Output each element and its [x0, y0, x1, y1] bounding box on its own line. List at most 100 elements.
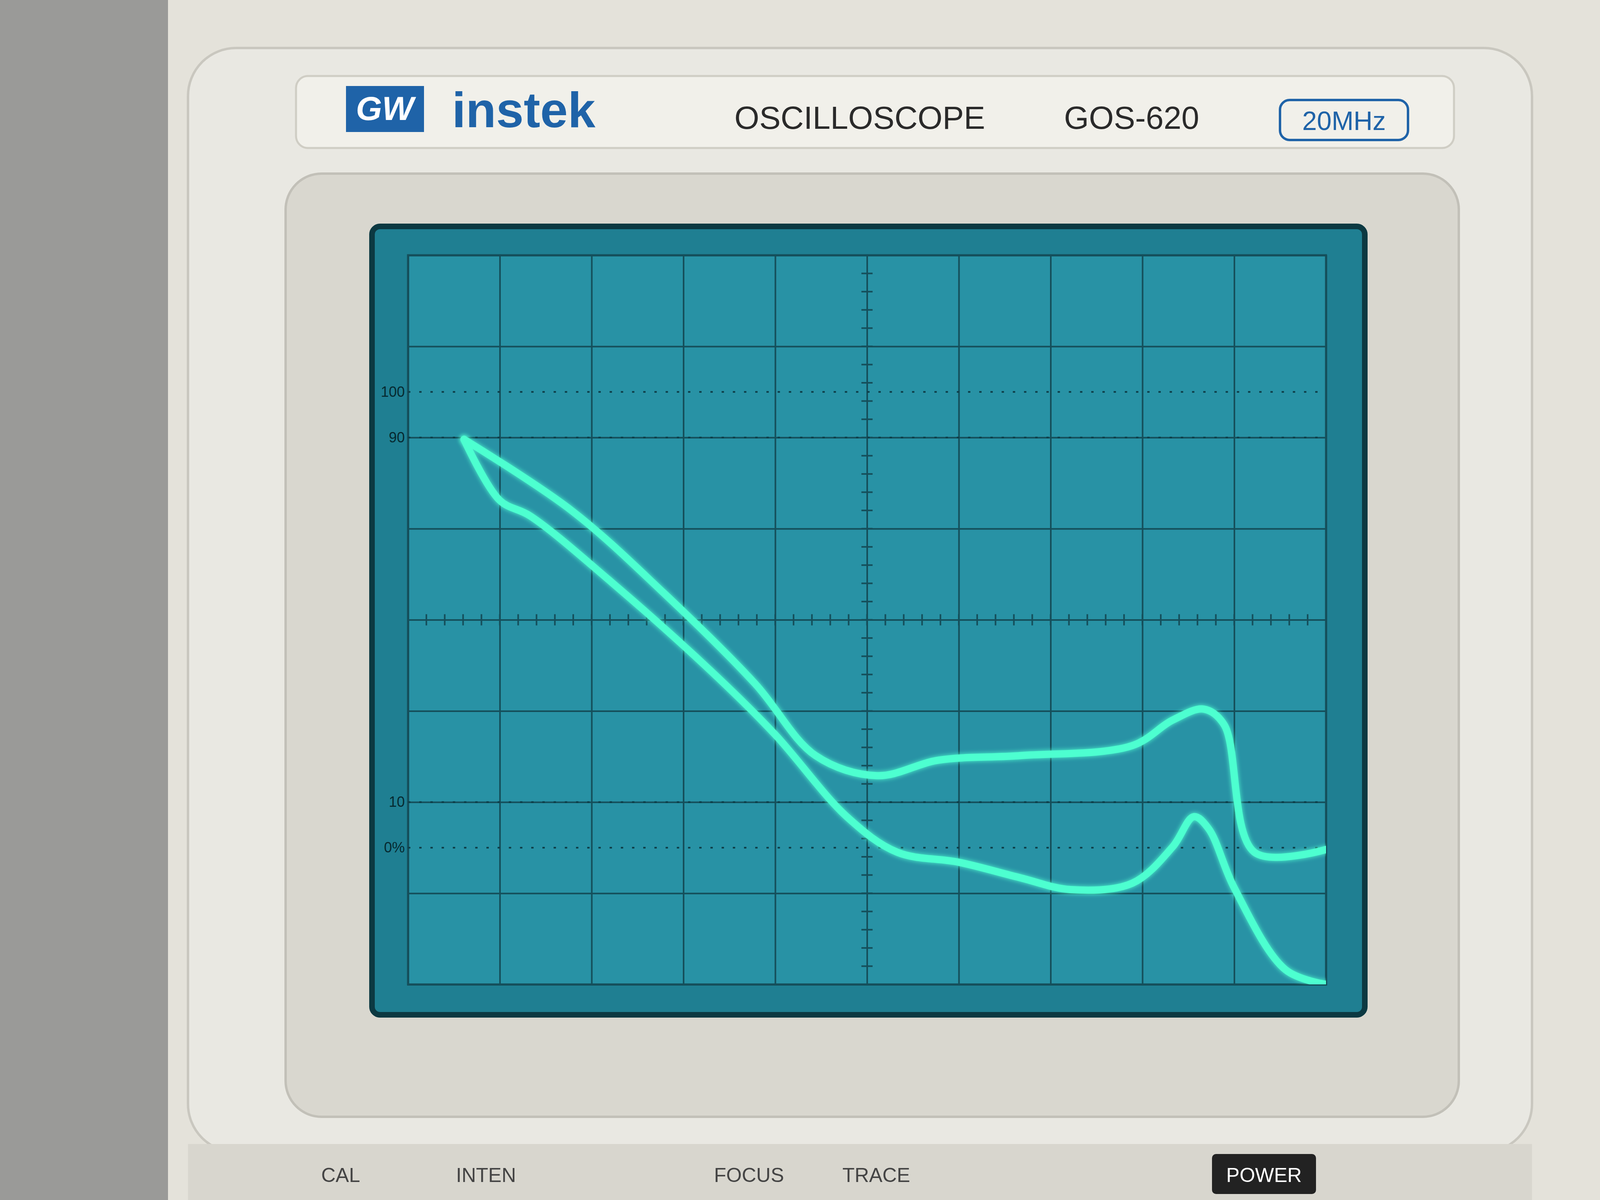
annotation-line — [408, 391, 1326, 393]
minor-mark — [861, 473, 873, 475]
screen-bezel — [285, 173, 1459, 1117]
minor-mark — [1233, 614, 1236, 626]
minor-mark — [861, 928, 873, 931]
annotation-line — [408, 846, 1326, 849]
minor-mark — [861, 491, 873, 493]
minor-mark — [480, 614, 483, 626]
minor-mark — [861, 272, 873, 275]
minor-mark — [861, 582, 873, 584]
minor-mark — [499, 614, 501, 626]
minor-mark — [609, 614, 611, 626]
minor-mark — [700, 614, 703, 626]
y-grid — [408, 255, 1326, 985]
y-grid-line — [408, 345, 1326, 348]
minor-mark — [861, 382, 873, 384]
minor-mark — [444, 614, 446, 626]
minor-mark — [1031, 614, 1034, 626]
minor-mark — [861, 874, 873, 876]
annotation-label: 0% — [384, 839, 405, 856]
minor-mark — [1288, 614, 1290, 626]
minor-mark — [861, 728, 873, 730]
x-axis-line — [408, 255, 1327, 985]
minor-mark — [861, 619, 873, 621]
minor-mark — [1104, 614, 1107, 626]
minor-mark — [425, 614, 428, 626]
annotation-line — [408, 801, 1326, 803]
annotation-label: 100 — [380, 383, 405, 400]
minor-mark — [939, 614, 942, 626]
minor-mark — [829, 614, 832, 626]
control-label: TRACE — [842, 1164, 910, 1187]
power-box — [1212, 1154, 1316, 1194]
screen — [372, 226, 1365, 1015]
y-tick — [408, 437, 1326, 438]
minor-mark — [737, 614, 740, 626]
minor-mark — [861, 436, 873, 439]
side-device — [0, 0, 168, 1200]
minor-mark — [1160, 614, 1162, 626]
minor-mark — [861, 673, 873, 676]
plot-area — [408, 255, 1326, 985]
minor-mark — [994, 614, 997, 626]
control-label: POWER — [1226, 1164, 1302, 1187]
x-grid-line — [499, 255, 501, 985]
minor-mark — [1306, 614, 1309, 626]
control-label: INTEN — [456, 1164, 516, 1187]
minor-mark — [1050, 614, 1052, 626]
header-strip — [296, 76, 1454, 148]
annotation-line — [408, 436, 1326, 439]
minor-mark — [861, 692, 873, 694]
control-label: CAL — [321, 1164, 360, 1187]
front-panel — [188, 48, 1532, 1152]
x-tick — [683, 255, 684, 985]
y-axis-line — [408, 255, 1327, 985]
minor-mark — [590, 614, 593, 626]
minor-mark — [861, 637, 873, 639]
minor-mark — [1215, 614, 1217, 626]
minor-mark — [861, 454, 873, 457]
minor-mark — [861, 856, 873, 858]
y-tick — [408, 893, 1326, 894]
model-type: OSCILLOSCOPE — [734, 100, 986, 136]
minor-mark — [861, 290, 873, 293]
control-label: FOCUS — [714, 1164, 784, 1187]
y-grid-line — [408, 892, 1326, 895]
minor-mark — [861, 965, 873, 967]
plot-frame — [408, 255, 1326, 985]
minor-mark — [861, 710, 873, 712]
minor-mark — [861, 345, 873, 348]
x-grid — [408, 255, 1327, 985]
minor-mark — [1013, 614, 1015, 626]
minor-mark — [572, 614, 574, 626]
x-grid-line — [591, 255, 593, 985]
minor-mark — [861, 309, 873, 311]
y-tick — [408, 802, 1326, 803]
minor-mark — [861, 564, 873, 566]
minor-mark — [535, 614, 538, 626]
minor-mark — [1196, 614, 1199, 626]
minor-mark — [792, 614, 795, 626]
minor-mark — [861, 400, 873, 402]
annotations: 10090100% — [380, 383, 1326, 856]
x-tick — [500, 255, 501, 985]
minor-mark — [1270, 614, 1272, 626]
minor-mark — [627, 614, 630, 626]
minor-mark — [1251, 614, 1254, 626]
minor-mark — [848, 614, 850, 626]
minor-mark — [861, 363, 873, 366]
minor-mark — [976, 614, 978, 626]
minor-mark — [861, 910, 873, 913]
bandwidth: 20MHz — [1302, 106, 1386, 136]
minor-mark — [517, 614, 519, 626]
traces — [464, 439, 1326, 985]
minor-mark — [462, 614, 464, 626]
x-tick — [775, 255, 776, 985]
bandwidth-box — [1280, 100, 1408, 140]
minor-mark — [861, 546, 873, 548]
logo-box — [346, 86, 424, 132]
brand-logo: GW — [356, 89, 417, 128]
trace — [464, 439, 1326, 858]
minor-mark — [861, 892, 873, 894]
minor-mark — [1141, 614, 1144, 626]
scope-canvas: GWinstekOSCILLOSCOPEGOS-62020MHz10090100… — [0, 0, 1600, 1200]
